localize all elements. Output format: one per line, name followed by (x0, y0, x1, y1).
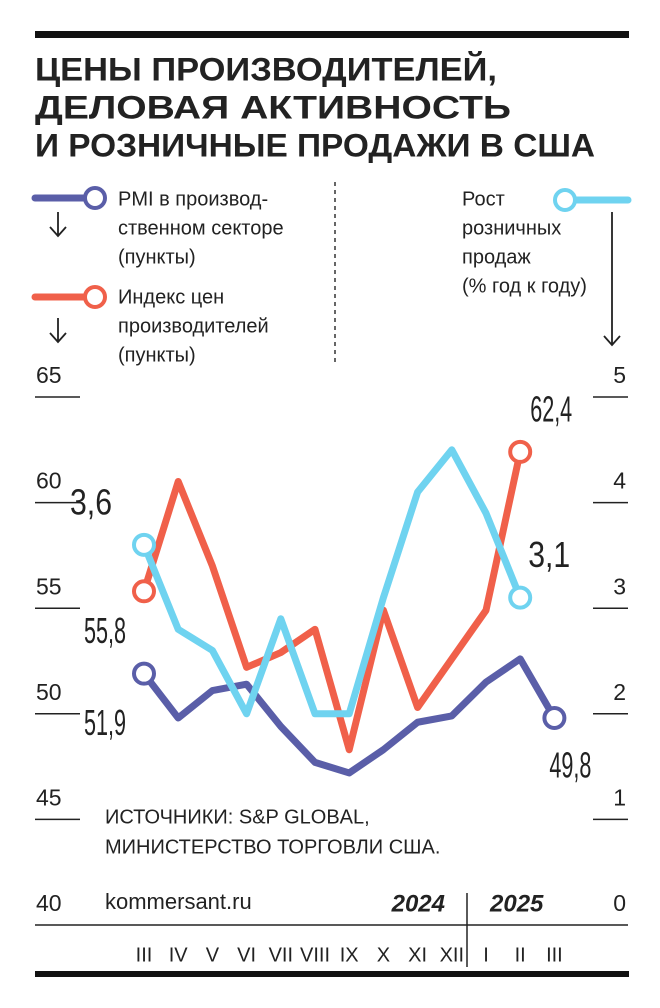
series-line (140, 446, 524, 718)
x-tick-label: V (206, 944, 220, 966)
chart-title: ДЕЛОВАЯ АКТИВНОСТЬ (35, 89, 511, 125)
point-marker (508, 585, 533, 610)
legend-marker (553, 188, 577, 212)
value-label: 62,4 (530, 388, 572, 429)
y2-tick-label: 3 (613, 573, 626, 599)
value-label: 55,8 (84, 610, 126, 651)
value-label: 3,6 (70, 481, 112, 522)
y-tick-label: 60 (36, 468, 62, 494)
x-tick-label: X (377, 944, 390, 966)
x-tick-label: III (136, 944, 153, 966)
x-tick-label: IX (340, 944, 359, 966)
value-label: 49,8 (549, 745, 591, 786)
point-marker (132, 579, 156, 604)
y-tick-label: 40 (36, 890, 62, 916)
legend-label: розничных (462, 217, 561, 239)
year-label: 2025 (489, 890, 544, 917)
x-tick-label: II (515, 944, 526, 966)
legend-label: (пункты) (118, 246, 196, 268)
year-label: 2024 (391, 890, 445, 917)
value-label: 3,1 (528, 534, 570, 575)
x-tick-label: III (546, 944, 563, 966)
y-tick-label: 45 (36, 784, 62, 810)
x-tick-label: XII (440, 944, 464, 966)
value-label: 51,9 (84, 702, 126, 743)
source: МИНИСТЕРСТВО ТОРГОВЛИ США. (105, 836, 440, 858)
legend-label: продаж (462, 246, 531, 268)
point-marker (132, 532, 156, 557)
legend-marker (83, 186, 107, 210)
chart-title: И РОЗНИЧНЫЕ ПРОДАЖИ В США (35, 127, 595, 163)
y-tick-label: 65 (36, 362, 62, 388)
series-line (140, 448, 524, 754)
x-tick-label: VI (237, 944, 256, 966)
site: kommersant.ru (105, 889, 252, 914)
x-tick-label: IV (169, 944, 189, 966)
legend-label: (пункты) (118, 344, 196, 366)
legend-label: производителей (118, 315, 269, 337)
legend-label: Рост (462, 188, 505, 210)
chart-title: ЦЕНЫ ПРОИЗВОДИТЕЛЕЙ, (35, 51, 497, 87)
x-tick-label: VII (269, 944, 293, 966)
legend-label: Индекс цен (118, 286, 224, 308)
y2-tick-label: 4 (613, 468, 626, 494)
y2-tick-label: 0 (613, 890, 626, 916)
legend-marker (83, 285, 107, 309)
y2-tick-label: 5 (613, 362, 626, 388)
legend-label: PMI в производ- (118, 188, 268, 210)
source: ИСТОЧНИКИ: S&P GLOBAL, (105, 806, 370, 828)
point-marker (542, 706, 567, 731)
y-tick-label: 50 (36, 679, 62, 705)
y2-tick-label: 2 (613, 679, 626, 705)
point-marker (132, 661, 156, 686)
bottom-rule (35, 971, 629, 977)
top-rule (35, 31, 629, 38)
y2-tick-label: 1 (613, 784, 626, 810)
series-line (140, 655, 558, 777)
y-tick-label: 55 (36, 573, 62, 599)
point-marker (508, 439, 533, 464)
legend-label: (% год к году) (462, 275, 587, 297)
x-tick-label: VIII (300, 944, 330, 966)
x-tick-label: XI (408, 944, 427, 966)
legend-arrows (49, 212, 621, 347)
x-tick-label: I (483, 944, 489, 966)
legend-label: ственном секторе (118, 217, 284, 239)
